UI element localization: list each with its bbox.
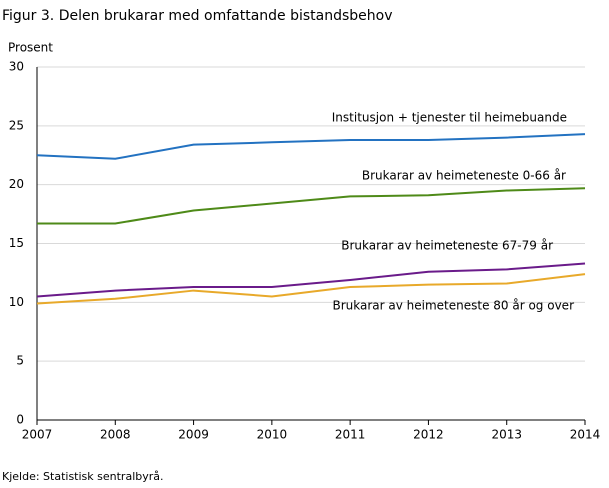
x-tick-label: 2012 [413,428,444,442]
x-tick-label: 2007 [22,428,53,442]
series-line [36,133,586,160]
x-tick-label: 2014 [570,428,601,442]
series-line [36,273,586,305]
chart-title: Figur 3. Delen brukarar med omfattande b… [2,8,393,24]
y-tick-label: 20 [9,177,24,191]
x-tick-label: 2010 [257,428,288,442]
x-tick-label: 2011 [335,428,366,442]
y-tick-label: 10 [9,295,24,309]
x-tick-label: 2013 [491,428,522,442]
y-tick-label: 25 [9,118,24,132]
y-tick-label: 15 [9,236,24,250]
series-label: Institusjon + tjenester til heimebuande [332,111,567,125]
y-axis-label: Prosent [8,41,53,55]
series-line [37,187,586,225]
series-label: Brukarar av heimeteneste 0-66 år [362,169,566,183]
series-label: Brukarar av heimeteneste 80 år og over [332,299,574,313]
series-line [36,262,586,298]
y-tick-label: 30 [9,60,24,74]
x-tick-label: 2008 [100,428,131,442]
y-tick-label: 0 [16,413,24,427]
y-tick-label: 5 [16,354,24,368]
x-tick-label: 2009 [178,428,209,442]
source: Kjelde: Statistisk sentralbyrå. [2,470,164,483]
series-label: Brukarar av heimeteneste 67-79 år [341,239,553,253]
